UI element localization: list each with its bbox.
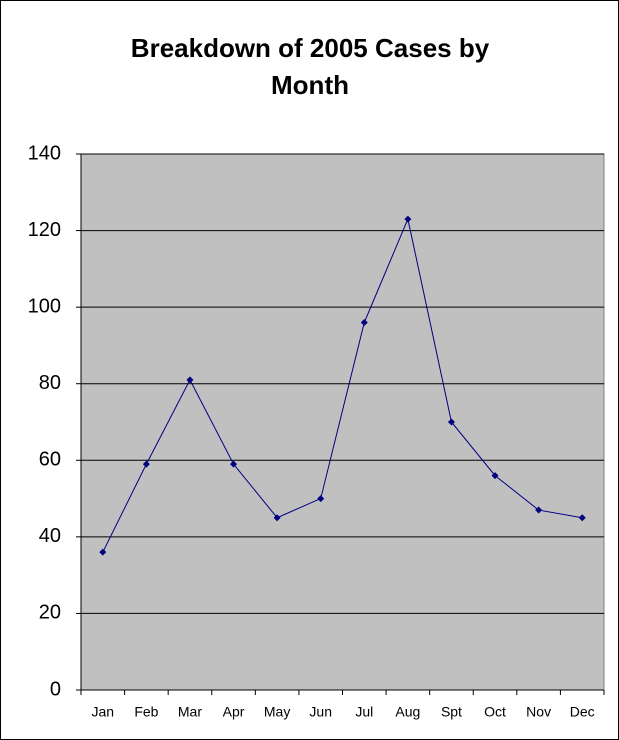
data-line (102, 217, 583, 553)
data-point (578, 514, 586, 522)
x-tick-label: Dec (570, 704, 595, 720)
x-tick-label: Apr (223, 704, 245, 720)
y-tick-label: 40 (39, 525, 61, 547)
data-point (230, 460, 238, 468)
x-tick-label: Jan (92, 704, 115, 720)
y-tick-label: 80 (39, 372, 61, 394)
data-point (360, 318, 368, 326)
plot-area (80, 153, 605, 691)
x-tick-label: Spt (441, 704, 462, 720)
x-tick-label: Jun (309, 704, 332, 720)
data-point (273, 514, 281, 522)
x-tick-label: Mar (178, 704, 202, 720)
y-tick-label: 0 (50, 678, 61, 700)
y-tick-label: 100 (28, 295, 61, 317)
data-point (99, 548, 107, 556)
x-tick-label: Aug (395, 704, 420, 720)
data-point (317, 495, 325, 503)
data-point (142, 460, 150, 468)
x-tick-label: Jul (355, 704, 373, 720)
data-point (535, 506, 543, 514)
x-tick-label: Nov (526, 704, 551, 720)
chart-title: Breakdown of 2005 Cases by Month (130, 33, 490, 100)
y-tick-label: 140 (28, 142, 61, 164)
data-point (186, 376, 194, 384)
data-point (447, 418, 455, 426)
y-tick-label: 120 (28, 219, 61, 241)
x-tick-label: Feb (134, 704, 158, 720)
y-tick-label: 20 (39, 602, 61, 624)
x-tick-label: Oct (484, 704, 506, 720)
data-point (491, 472, 499, 480)
y-tick-label: 60 (39, 449, 61, 471)
x-tick-label: May (264, 704, 290, 720)
data-point (404, 215, 412, 223)
